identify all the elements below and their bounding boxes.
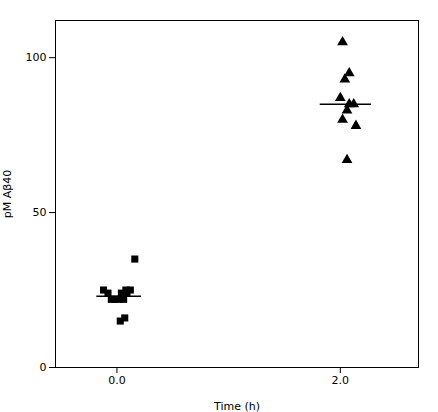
- svg-text:2.0: 2.0: [332, 374, 350, 387]
- svg-text:100: 100: [26, 51, 47, 64]
- svg-text:50: 50: [33, 206, 47, 219]
- svg-text:0: 0: [40, 361, 47, 374]
- svg-text:Time (h): Time (h): [213, 400, 260, 412]
- svg-text:0.0: 0.0: [108, 374, 126, 387]
- svg-text:pM Aβ40: pM Aβ40: [1, 170, 14, 219]
